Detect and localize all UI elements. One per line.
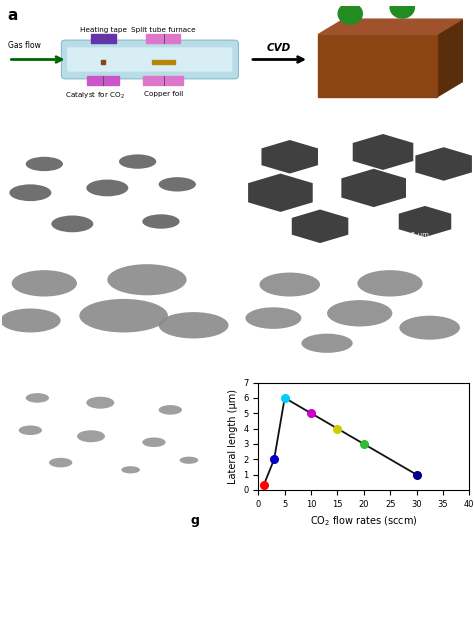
Polygon shape — [319, 34, 437, 97]
Text: 5 sccm: 5 sccm — [243, 135, 278, 145]
Ellipse shape — [246, 307, 301, 329]
Bar — [87, 76, 119, 85]
Circle shape — [338, 3, 362, 24]
Y-axis label: Lateral length (μm): Lateral length (μm) — [228, 389, 237, 484]
Text: Gas flow: Gas flow — [9, 41, 41, 50]
Ellipse shape — [51, 215, 93, 232]
Polygon shape — [437, 19, 462, 97]
Ellipse shape — [79, 299, 168, 332]
Ellipse shape — [26, 156, 63, 171]
Bar — [143, 76, 182, 85]
Text: 5 μm: 5 μm — [175, 355, 193, 361]
Ellipse shape — [121, 466, 140, 473]
Polygon shape — [292, 209, 348, 243]
Polygon shape — [341, 169, 406, 207]
Ellipse shape — [180, 456, 198, 464]
Bar — [91, 34, 116, 43]
Text: 20 sccm: 20 sccm — [243, 258, 284, 268]
Polygon shape — [319, 19, 462, 34]
Ellipse shape — [259, 273, 320, 296]
Ellipse shape — [0, 309, 61, 332]
Text: a: a — [7, 8, 18, 23]
Bar — [153, 60, 175, 64]
Text: 10 sccm: 10 sccm — [7, 258, 48, 268]
Ellipse shape — [18, 425, 42, 435]
Ellipse shape — [107, 264, 187, 296]
Ellipse shape — [49, 458, 73, 468]
Ellipse shape — [9, 184, 51, 201]
Polygon shape — [415, 147, 472, 181]
Text: 2 μm: 2 μm — [175, 478, 193, 484]
Ellipse shape — [142, 437, 165, 447]
Text: Catalyst for CO$_2$: Catalyst for CO$_2$ — [65, 91, 125, 101]
Bar — [146, 34, 180, 43]
Polygon shape — [262, 140, 318, 173]
Ellipse shape — [301, 333, 353, 353]
Text: Split tube furnace: Split tube furnace — [131, 27, 196, 33]
Text: CVD: CVD — [267, 43, 291, 53]
Circle shape — [390, 0, 414, 18]
Ellipse shape — [26, 393, 49, 402]
Text: 5 μm: 5 μm — [411, 355, 429, 361]
FancyBboxPatch shape — [62, 40, 238, 79]
Text: 2 μm: 2 μm — [175, 232, 193, 238]
Text: e: e — [243, 355, 252, 368]
Text: 5 μm: 5 μm — [411, 232, 429, 238]
FancyBboxPatch shape — [67, 47, 232, 71]
Ellipse shape — [86, 397, 114, 409]
Ellipse shape — [119, 155, 156, 169]
Polygon shape — [399, 206, 451, 237]
Text: 3 sccm: 3 sccm — [7, 135, 42, 145]
Text: d: d — [7, 355, 16, 368]
X-axis label: CO$_2$ flow rates (sccm): CO$_2$ flow rates (sccm) — [310, 514, 418, 528]
Ellipse shape — [357, 270, 423, 296]
Ellipse shape — [142, 214, 180, 229]
Text: f: f — [7, 478, 12, 491]
Ellipse shape — [159, 405, 182, 415]
Ellipse shape — [159, 177, 196, 191]
Circle shape — [340, 0, 365, 2]
Text: g: g — [191, 514, 200, 527]
Ellipse shape — [86, 179, 128, 196]
Text: c: c — [243, 232, 250, 245]
Ellipse shape — [77, 430, 105, 442]
Ellipse shape — [159, 312, 228, 338]
Text: 30 sccm: 30 sccm — [7, 381, 48, 391]
Polygon shape — [353, 134, 413, 170]
Text: Copper foil: Copper foil — [144, 91, 183, 97]
Ellipse shape — [12, 270, 77, 296]
Text: Heating tape: Heating tape — [80, 27, 127, 33]
Ellipse shape — [327, 300, 392, 327]
Text: b: b — [7, 232, 16, 245]
Polygon shape — [248, 173, 313, 212]
Ellipse shape — [399, 315, 460, 340]
